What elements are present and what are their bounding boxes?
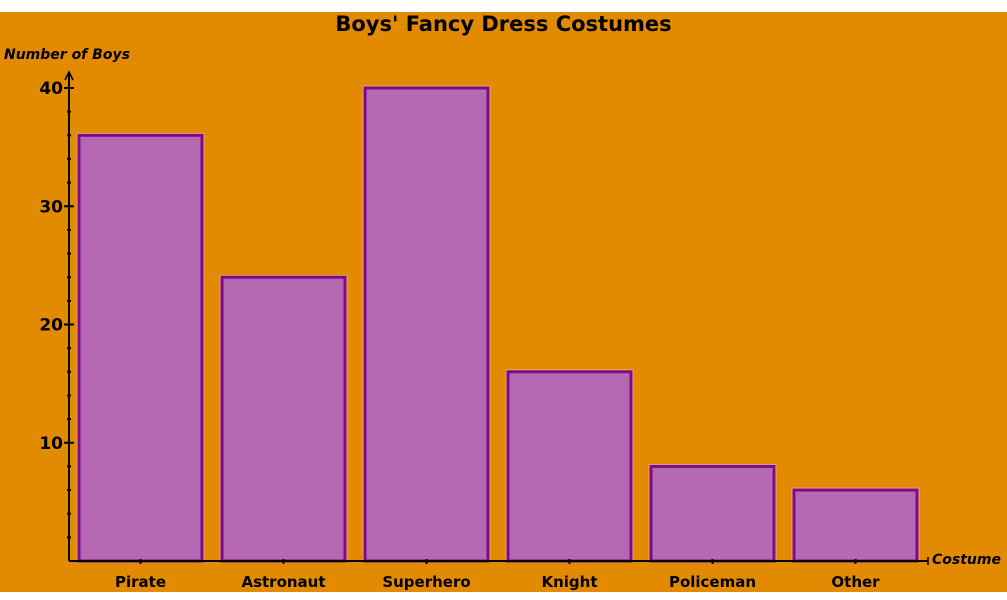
bar-policeman xyxy=(649,464,776,563)
x-tick-label-knight: Knight xyxy=(541,573,597,591)
x-tick-label-superhero: Superhero xyxy=(382,573,470,591)
bar-pirate xyxy=(77,133,204,563)
bar-other xyxy=(792,488,919,563)
x-tick-label-policeman: Policeman xyxy=(669,573,756,591)
bars-group xyxy=(76,85,920,563)
y-tick-label-40: 40 xyxy=(39,79,63,99)
chart-title: Boys' Fancy Dress Costumes xyxy=(335,12,672,36)
y-tick-label-30: 30 xyxy=(39,197,63,217)
y-tick-label-20: 20 xyxy=(39,316,63,336)
bar-superhero xyxy=(363,86,490,563)
x-tick-label-astronaut: Astronaut xyxy=(241,573,325,591)
x-tick-label-pirate: Pirate xyxy=(115,573,166,591)
axes-group: Pirate Astronaut Superhero Knight Policeman O… xyxy=(39,70,929,591)
x-tick-label-other: Other xyxy=(831,573,880,591)
y-axis-label: Number of Boys xyxy=(4,47,130,63)
x-axis-label: Costume xyxy=(932,552,1001,568)
bar-knight xyxy=(506,370,633,563)
y-tick-label-10: 10 xyxy=(39,434,63,454)
bar-astronaut xyxy=(220,275,347,563)
